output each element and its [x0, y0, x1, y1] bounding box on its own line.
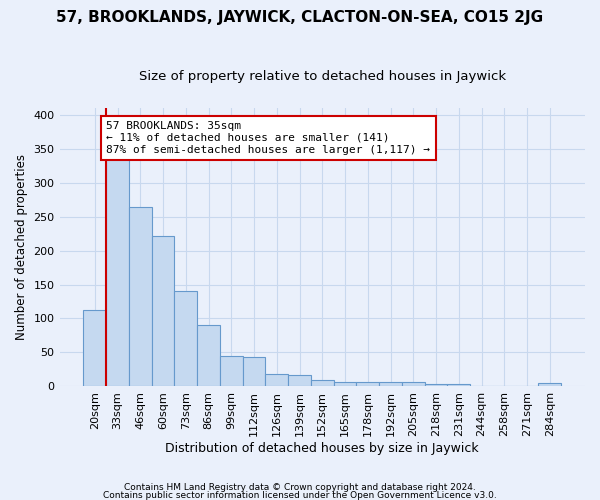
Bar — [425, 384, 448, 386]
Bar — [448, 384, 470, 386]
Bar — [265, 374, 288, 386]
Bar — [129, 207, 152, 386]
Bar — [83, 310, 106, 386]
Text: Contains public sector information licensed under the Open Government Licence v3: Contains public sector information licen… — [103, 490, 497, 500]
X-axis label: Distribution of detached houses by size in Jaywick: Distribution of detached houses by size … — [166, 442, 479, 455]
Bar — [538, 383, 561, 386]
Bar — [311, 380, 334, 386]
Bar — [106, 160, 129, 386]
Text: Contains HM Land Registry data © Crown copyright and database right 2024.: Contains HM Land Registry data © Crown c… — [124, 484, 476, 492]
Bar — [242, 357, 265, 386]
Title: Size of property relative to detached houses in Jaywick: Size of property relative to detached ho… — [139, 70, 506, 83]
Text: 57 BROOKLANDS: 35sqm
← 11% of detached houses are smaller (141)
87% of semi-deta: 57 BROOKLANDS: 35sqm ← 11% of detached h… — [106, 122, 430, 154]
Y-axis label: Number of detached properties: Number of detached properties — [15, 154, 28, 340]
Bar — [175, 292, 197, 386]
Text: 57, BROOKLANDS, JAYWICK, CLACTON-ON-SEA, CO15 2JG: 57, BROOKLANDS, JAYWICK, CLACTON-ON-SEA,… — [56, 10, 544, 25]
Bar — [379, 382, 402, 386]
Bar — [197, 324, 220, 386]
Bar — [356, 382, 379, 386]
Bar — [288, 375, 311, 386]
Bar — [152, 236, 175, 386]
Bar — [220, 356, 242, 386]
Bar — [402, 382, 425, 386]
Bar — [334, 382, 356, 386]
